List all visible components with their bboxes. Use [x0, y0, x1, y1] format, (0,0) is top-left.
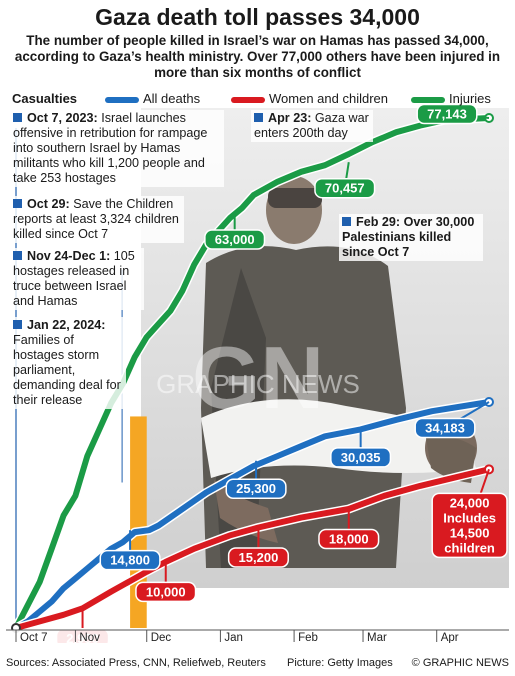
watermark-text: GRAPHIC NEWS — [156, 369, 360, 399]
sources-credit: Sources: Associated Press, CNN, Reliefwe… — [6, 657, 266, 669]
note-text: Israel launches offensive in retribution… — [13, 111, 208, 185]
data-label-box — [204, 229, 266, 250]
legend-swatch-women-children — [231, 97, 265, 103]
note-apr23: Apr 23: Gaza war enters 200th day — [251, 110, 373, 142]
data-label: 30,035 — [341, 450, 381, 465]
legend-item-injuries: Injuries — [449, 91, 491, 106]
legend-item-deaths: All deaths — [143, 91, 201, 106]
data-label-box — [414, 417, 476, 439]
note-date: Oct 29: — [27, 197, 70, 211]
data-label: 77,143 — [427, 107, 467, 122]
data-label: 14,800 — [110, 553, 150, 568]
data-label-box — [227, 547, 289, 568]
x-tick-label: Oct 7 — [20, 632, 47, 643]
data-label-box — [99, 549, 161, 571]
note-text: Over 30,000 Palestinians killed since Oc… — [342, 215, 475, 259]
note-oct7: Oct 7, 2023: Israel launches offensive i… — [10, 110, 224, 187]
chart-area: 63,000 70,457 77,143 14,800 25,300 30,035 34,1… — [6, 88, 509, 643]
legend-title: Casualties — [12, 91, 78, 106]
picture-credit: Picture: Getty Images — [287, 657, 393, 669]
note-text: 105 hostages released in truce between I… — [13, 249, 135, 308]
legend-item-women-children: Women and children — [269, 91, 388, 106]
note-oct29: Oct 29: Save the Children reports at lea… — [10, 196, 184, 243]
data-label: 63,000 — [215, 232, 255, 247]
data-label: 24,000 Includes 14,500 children — [443, 495, 496, 555]
note-date: Feb 29: — [356, 215, 401, 229]
legend: Casualties All deaths Women and children… — [6, 91, 509, 109]
note-text: Gaza war enters 200th day — [254, 111, 369, 140]
note-marker — [342, 217, 351, 226]
x-tick-label: Nov — [79, 632, 100, 643]
note-nov24: Nov 24-Dec 1: 105 hostages released in t… — [10, 248, 144, 310]
data-label-box — [314, 177, 376, 199]
x-tick-label: Feb — [298, 632, 318, 643]
watermark-logo: GN — [192, 328, 324, 427]
note-date: Oct 7, 2023: — [27, 111, 98, 125]
data-label: 15,200 — [239, 550, 279, 565]
note-date: Jan 22, 2024: — [27, 318, 106, 332]
data-label: 10,000 — [146, 584, 186, 599]
note-text: Families of hostages storm parliament, d… — [13, 333, 121, 407]
data-label-box — [318, 528, 380, 550]
x-tick-label: Apr — [441, 632, 459, 643]
data-label: 70,457 — [325, 181, 365, 196]
data-label: 25,300 — [236, 481, 276, 496]
x-tick-label: Mar — [367, 632, 387, 643]
data-label-box — [416, 103, 478, 125]
note-date: Apr 23: — [268, 111, 312, 125]
x-tick-label: Jan — [224, 632, 243, 643]
note-text: Save the Children reports at least 3,324… — [13, 197, 179, 241]
note-marker — [13, 113, 22, 122]
copyright: © GRAPHIC NEWS — [411, 657, 509, 669]
data-label: 34,183 — [425, 421, 465, 436]
casualties-chart: 63,000 70,457 77,143 14,800 25,300 30,035 34,1… — [6, 103, 509, 643]
data-label-box — [135, 581, 197, 603]
note-feb29: Feb 29: Over 30,000 Palestinians killed … — [339, 214, 483, 261]
page-subtitle: The number of people killed in Israel’s … — [14, 33, 501, 80]
note-marker — [13, 320, 22, 329]
legend-swatch-injuries — [411, 97, 445, 103]
footer: Sources: Associated Press, CNN, Reliefwe… — [0, 655, 515, 673]
note-marker — [13, 251, 22, 260]
note-marker — [13, 199, 22, 208]
data-label-box — [330, 447, 392, 468]
data-label: 18,000 — [329, 532, 369, 547]
note-jan22: Jan 22, 2024: Families of hostages storm… — [10, 317, 126, 409]
legend-swatch-deaths — [105, 97, 139, 103]
note-marker — [254, 113, 263, 122]
x-tick-label: Dec — [151, 632, 172, 643]
x-axis-band — [6, 630, 509, 643]
data-label-box — [225, 478, 287, 499]
data-label-box — [431, 492, 508, 559]
series-line-all-deaths — [13, 399, 492, 631]
series-line-women-and-children — [13, 466, 492, 631]
note-date: Nov 24-Dec 1: — [27, 249, 111, 263]
series-line-injuries — [13, 115, 492, 631]
page-title: Gaza death toll passes 34,000 — [95, 4, 420, 30]
